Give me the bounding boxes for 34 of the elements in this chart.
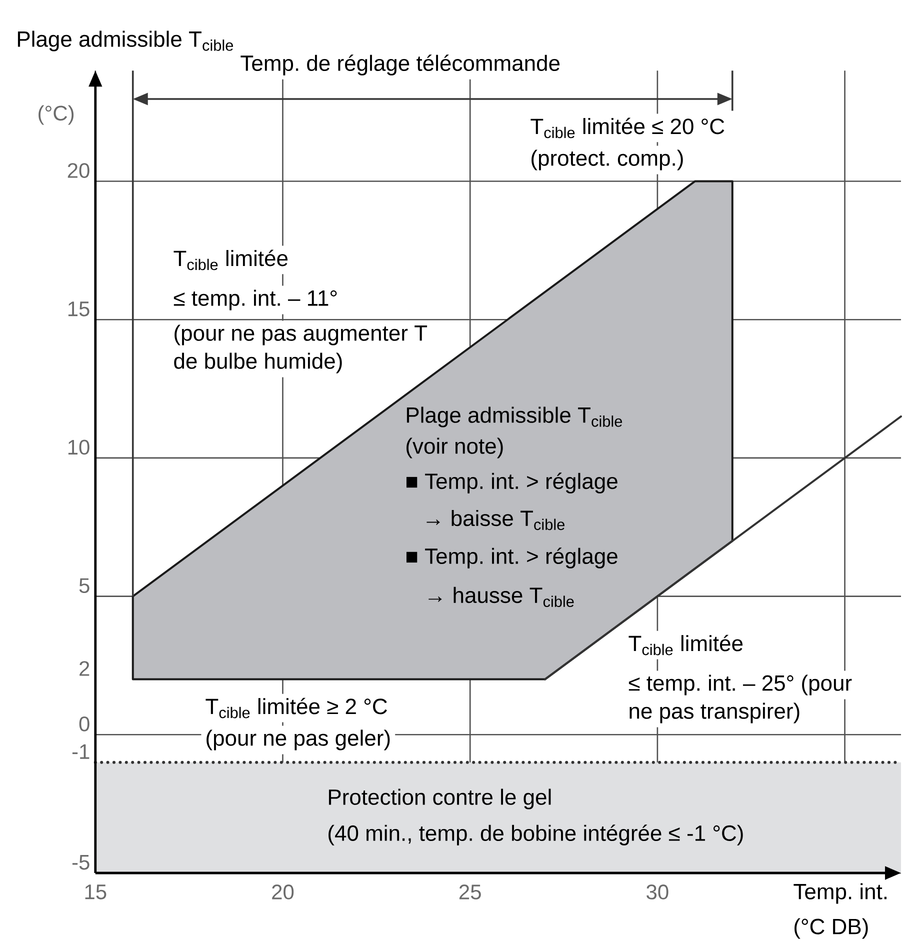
y-tick-label: 15 — [68, 302, 90, 316]
y-tick-label: 2 — [80, 661, 90, 676]
annotation: ■ Temp. int. > réglage — [406, 472, 618, 494]
band-label: Protection contre le gel — [328, 788, 551, 810]
x-axis-title: Temp. int. (°C DB) — [794, 883, 887, 939]
annotation: Plage admissible T$_{cible}$ — [406, 406, 622, 428]
annotation: → hausse T$_{cible}$ — [428, 586, 574, 608]
annotation: de bulbe humide) — [174, 352, 342, 374]
y-tick-label: -1 — [72, 744, 90, 759]
annotation: T$_{cible}$ limitée ≤ 20 °C — [530, 118, 724, 138]
annotation: (pour ne pas geler) — [206, 730, 390, 750]
annotation: (40 min., temp. de bobine intégrée ≤ -1 °C) — [328, 824, 743, 846]
x-tick-label: 30 — [646, 884, 668, 900]
y-axis-title: (°C) — [38, 105, 74, 125]
y-tick-label: 20 — [68, 163, 90, 178]
y-tick-label: 5 — [79, 578, 90, 594]
annotation: ne pas transpirer) — [630, 702, 800, 724]
annotation: (protect. comp.) — [532, 150, 683, 170]
annotation: ≤ temp. int. – 11° — [174, 290, 337, 310]
annotation: (pour ne pas augmenter T — [174, 324, 428, 346]
annotation: T$_{cible}$ limitée — [174, 250, 288, 270]
annotation: → baisse T$_{cible}$ — [426, 510, 564, 530]
annotation: ≤ temp. int. – 25° (pour — [628, 674, 852, 696]
y-tick-label: -5 — [72, 855, 90, 870]
annotation: (voir note) — [406, 438, 503, 458]
annotation: ■ Temp. int. > réglage — [406, 548, 618, 568]
annotation: Temp. de réglage télécommande — [240, 54, 560, 76]
annotation: T$_{cible}$ limitée — [628, 634, 743, 656]
x-tick-label: 20 — [272, 884, 294, 900]
chart-title: Plage admissible T$_{cible}$ — [18, 30, 234, 52]
x-tick-label: 25 — [459, 884, 481, 900]
y-tick-label: 10 — [68, 440, 90, 455]
y-tick-label: 0 — [79, 716, 90, 732]
annotation: T$_{cible}$ limitée ≥ 2 °C — [206, 698, 387, 718]
